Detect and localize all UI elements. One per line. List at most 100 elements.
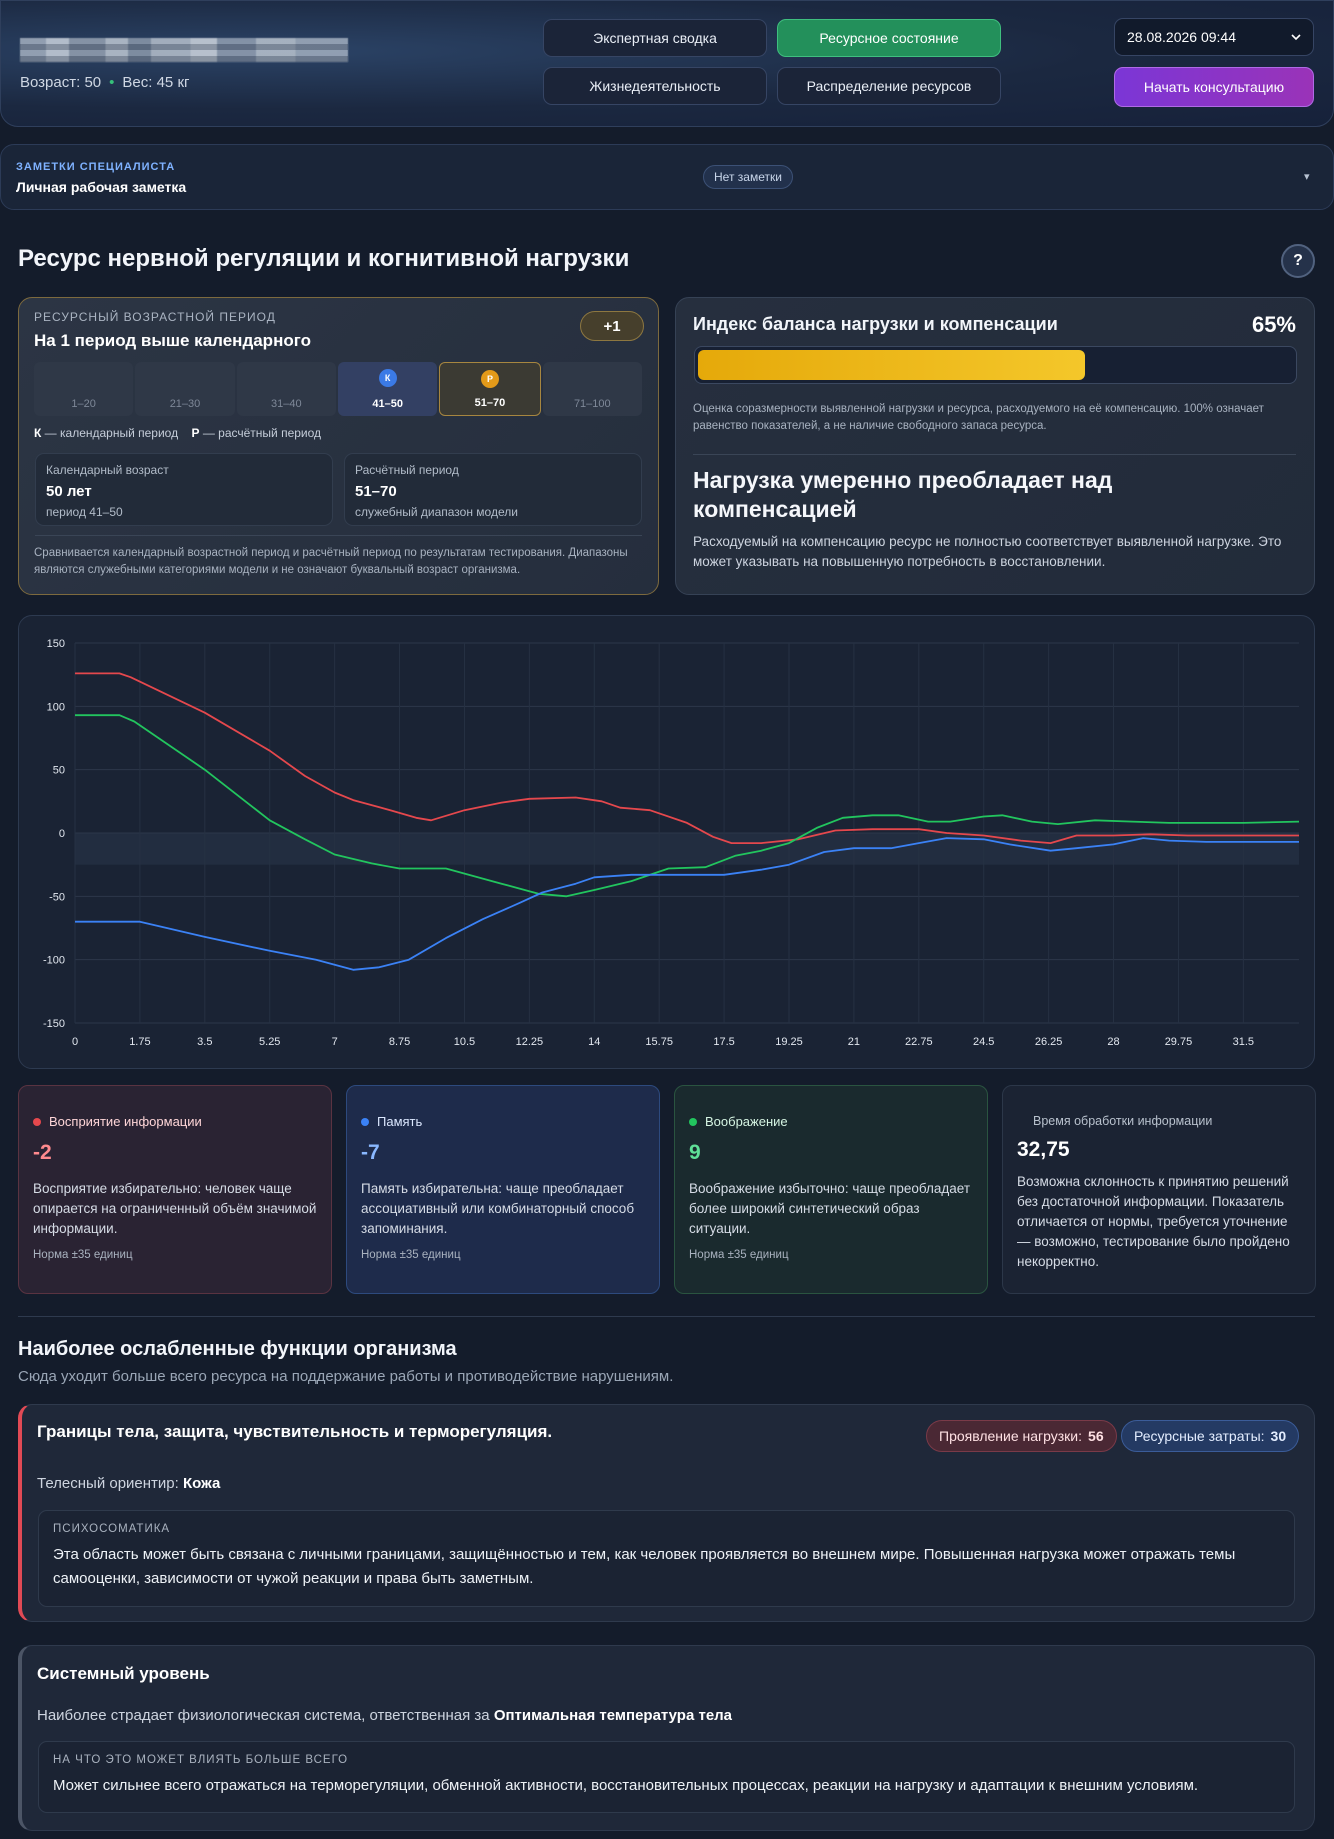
- calendar-age-label: Календарный возраст: [46, 463, 169, 477]
- x-tick-label: 12.25: [516, 1036, 544, 1048]
- expand-caret-icon[interactable]: ▾: [1304, 171, 1310, 183]
- body-orientation: Телесный ориентир: Кожа: [37, 1475, 220, 1492]
- age-label: Возраст: 50: [20, 74, 102, 91]
- estimated-period-sub: служебный диапазон модели: [355, 505, 518, 519]
- tab-expert-summary[interactable]: Экспертная сводка: [543, 19, 767, 57]
- system-level-line: Наиболее страдает физиологическая систем…: [37, 1707, 732, 1724]
- period-delta-badge: +1: [580, 311, 644, 341]
- estimated-period-label: Расчётный период: [355, 463, 459, 477]
- chart-card: 150 100 50 0 -50 -100 -150 0 1.75 3.5 5.25 7 8.75 10.…: [18, 615, 1315, 1069]
- psychosomatics-box: ПСИХОСОМАТИКА Эта область может быть свя…: [38, 1510, 1295, 1607]
- y-tick-label: 50: [53, 765, 65, 777]
- x-tick-label: 17.5: [713, 1036, 734, 1048]
- section-divider: [18, 1316, 1315, 1317]
- y-tick-label: -100: [43, 955, 65, 967]
- divider: [35, 535, 642, 536]
- load-label: Проявление нагрузки:: [939, 1428, 1083, 1444]
- y-tick-label: -50: [49, 891, 65, 903]
- notes-caption: ЗАМЕТКИ СПЕЦИАЛИСТА: [16, 161, 176, 173]
- weak-functions-subheading: Сюда уходит больше всего ресурса на подд…: [18, 1368, 674, 1385]
- tab-resource-state[interactable]: Ресурсное состояние: [777, 19, 1001, 57]
- date-select[interactable]: 28.08.2026 09:44: [1114, 18, 1314, 56]
- period-label: 1–20: [71, 398, 96, 410]
- red-dot-icon: [33, 1117, 41, 1126]
- period-cell: 31–40: [236, 362, 336, 416]
- balance-percent: 65%: [1251, 312, 1296, 337]
- page-title: Ресурс нервной регуляции и когнитивной н…: [18, 245, 630, 272]
- divider: [693, 454, 1296, 455]
- metric-name: Восприятие информации: [49, 1114, 202, 1129]
- period-label: 41–50: [372, 398, 403, 410]
- start-consultation-button[interactable]: Начать консультацию: [1114, 67, 1314, 107]
- period-scale: 1–20 21–30 31–40 К 41–50 Р 51–70 71–100: [34, 362, 642, 416]
- x-tick-label: 7: [332, 1036, 338, 1048]
- tab-resource-distribution[interactable]: Распределение ресурсов: [777, 67, 1001, 105]
- tab-vital-activity[interactable]: Жизнедеятельность: [543, 67, 767, 105]
- x-tick-label: 21: [848, 1036, 860, 1048]
- metric-text: Память избирательна: чаще преобладает ас…: [361, 1181, 635, 1236]
- metric-norm: Норма ±35 единиц: [33, 1249, 133, 1261]
- balance-headline: Нагрузка умеренно преобладает над компен…: [693, 467, 1113, 522]
- metric-text: Воображение избыточно: чаще преобладает …: [689, 1181, 971, 1236]
- period-label: 51–70: [474, 397, 506, 409]
- metric-norm: Норма ±35 единиц: [689, 1249, 789, 1261]
- processing-value: 32,75: [1017, 1138, 1070, 1161]
- period-label: 31–40: [271, 398, 302, 410]
- date-value: 28.08.2026 09:44: [1127, 29, 1236, 45]
- weak-function-title: Границы тела, защита, чувствительность и…: [37, 1422, 553, 1441]
- x-tick-label: 14: [588, 1036, 600, 1048]
- calendar-age-sub: период 41–50: [46, 505, 123, 519]
- help-button[interactable]: ?: [1281, 244, 1315, 278]
- age-card-title: На 1 период выше календарного: [34, 331, 311, 350]
- period-cell: 21–30: [135, 362, 235, 416]
- metric-name: Воображение: [705, 1114, 788, 1129]
- psychosomatics-caption: ПСИХОСОМАТИКА: [53, 1523, 171, 1535]
- estimated-marker-icon: Р: [480, 370, 499, 388]
- line-chart: 150 100 50 0 -50 -100 -150 0 1.75 3.5 5.25 7 8.75 10.…: [43, 638, 1300, 1048]
- period-label: 21–30: [169, 398, 201, 410]
- legend-k-key: К: [34, 426, 42, 440]
- metric-value: -2: [33, 1141, 52, 1164]
- period-cell: 71–100: [542, 362, 642, 416]
- processing-caption: Время обработки информации: [1033, 1114, 1213, 1128]
- metric-value: -7: [361, 1141, 380, 1164]
- redacted-name-image: [20, 38, 348, 62]
- calendar-age-value: 50 лет: [46, 483, 92, 500]
- blue-dot-icon: [361, 1117, 369, 1126]
- x-tick-label: 29.75: [1165, 1036, 1193, 1048]
- notes-subtitle: Личная рабочая заметка: [16, 179, 187, 195]
- period-cell-calendar: К 41–50: [337, 362, 438, 416]
- resource-age-card: [18, 297, 659, 595]
- system-impact-box: НА ЧТО ЭТО МОЖЕТ ВЛИЯТЬ БОЛЬШЕ ВСЕГО Мож…: [38, 1741, 1295, 1813]
- x-tick-label: 15.75: [645, 1036, 673, 1048]
- chevron-down-icon: [1291, 34, 1301, 41]
- period-legend: К — календарный период Р — расчётный пер…: [34, 426, 321, 440]
- y-tick-label: -150: [43, 1018, 65, 1030]
- no-note-badge: Нет заметки: [703, 165, 793, 189]
- estimated-period-value: 51–70: [355, 483, 397, 500]
- x-tick-label: 0: [72, 1036, 78, 1048]
- balance-progress-fill: [698, 350, 1085, 380]
- metric-card-imagination: Воображение 9 Воображение избыточно: чащ…: [674, 1085, 988, 1294]
- period-cell-estimated: Р 51–70: [439, 362, 541, 416]
- system-line-prefix: Наиболее страдает физиологическая систем…: [37, 1707, 490, 1724]
- series-line-0: [75, 672, 1299, 844]
- x-tick-label: 10.5: [454, 1036, 475, 1048]
- calendar-marker-icon: К: [378, 369, 397, 387]
- x-tick-label: 31.5: [1233, 1036, 1254, 1048]
- age-card-note: Сравнивается календарный возрастной пери…: [34, 547, 628, 576]
- x-tick-label: 22.75: [905, 1036, 933, 1048]
- system-impact-text: Может сильнее всего отражаться на термор…: [53, 1777, 1199, 1794]
- system-impact-caption: НА ЧТО ЭТО МОЖЕТ ВЛИЯТЬ БОЛЬШЕ ВСЕГО: [53, 1754, 349, 1766]
- specialist-notes-bar[interactable]: [0, 144, 1334, 210]
- balance-progress-bar: [694, 346, 1297, 384]
- metric-value: 9: [689, 1141, 701, 1164]
- load-badge: Проявление нагрузки: 56: [926, 1420, 1117, 1452]
- age-card-caption: РЕСУРСНЫЙ ВОЗРАСТНОЙ ПЕРИОД: [34, 310, 276, 324]
- metric-head: Память: [361, 1114, 645, 1129]
- load-value: 56: [1088, 1428, 1104, 1444]
- x-tick-label: 1.75: [129, 1036, 150, 1048]
- y-tick-label: 100: [47, 701, 65, 713]
- metric-card-processing-time: Время обработки информации 32,75 Возможн…: [1002, 1085, 1316, 1294]
- metric-card-perception: Восприятие информации -2 Восприятие изби…: [18, 1085, 332, 1294]
